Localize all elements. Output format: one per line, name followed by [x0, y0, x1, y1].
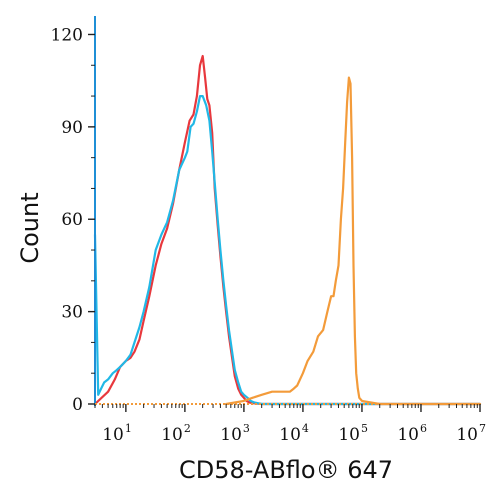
x-tick-label: 10 [456, 425, 478, 445]
x-tick-label: 10 [161, 425, 183, 445]
y-tick-label: 90 [61, 118, 83, 138]
x-tick-exponent: 2 [184, 422, 191, 435]
y-tick-label: 120 [51, 25, 83, 45]
x-tick-exponent: 4 [302, 422, 309, 435]
x-tick-label: 10 [279, 425, 301, 445]
x-tick-exponent: 1 [125, 422, 132, 435]
x-tick-label: 10 [338, 425, 360, 445]
series-line-3 [225, 76, 482, 406]
x-tick-label: 10 [102, 425, 124, 445]
x-tick-label: 10 [397, 425, 419, 445]
series-line-1 [93, 54, 482, 406]
x-axis-label: CD58-ABflo® 647 [179, 456, 393, 484]
y-tick-label: 30 [61, 303, 83, 323]
series-line-2 [93, 94, 482, 406]
series-layer [93, 54, 482, 406]
x-tick-exponent: 3 [243, 422, 250, 435]
y-axis-label-group: Count [16, 192, 44, 263]
x-tick-label: 10 [220, 425, 242, 445]
x-tick-exponent: 7 [479, 422, 486, 435]
y-tick-label: 60 [61, 210, 83, 230]
x-tick-exponent: 6 [420, 422, 427, 435]
x-tick-exponent: 5 [361, 422, 368, 435]
y-axis-label: Count [16, 192, 44, 263]
y-tick-label: 0 [72, 395, 83, 415]
